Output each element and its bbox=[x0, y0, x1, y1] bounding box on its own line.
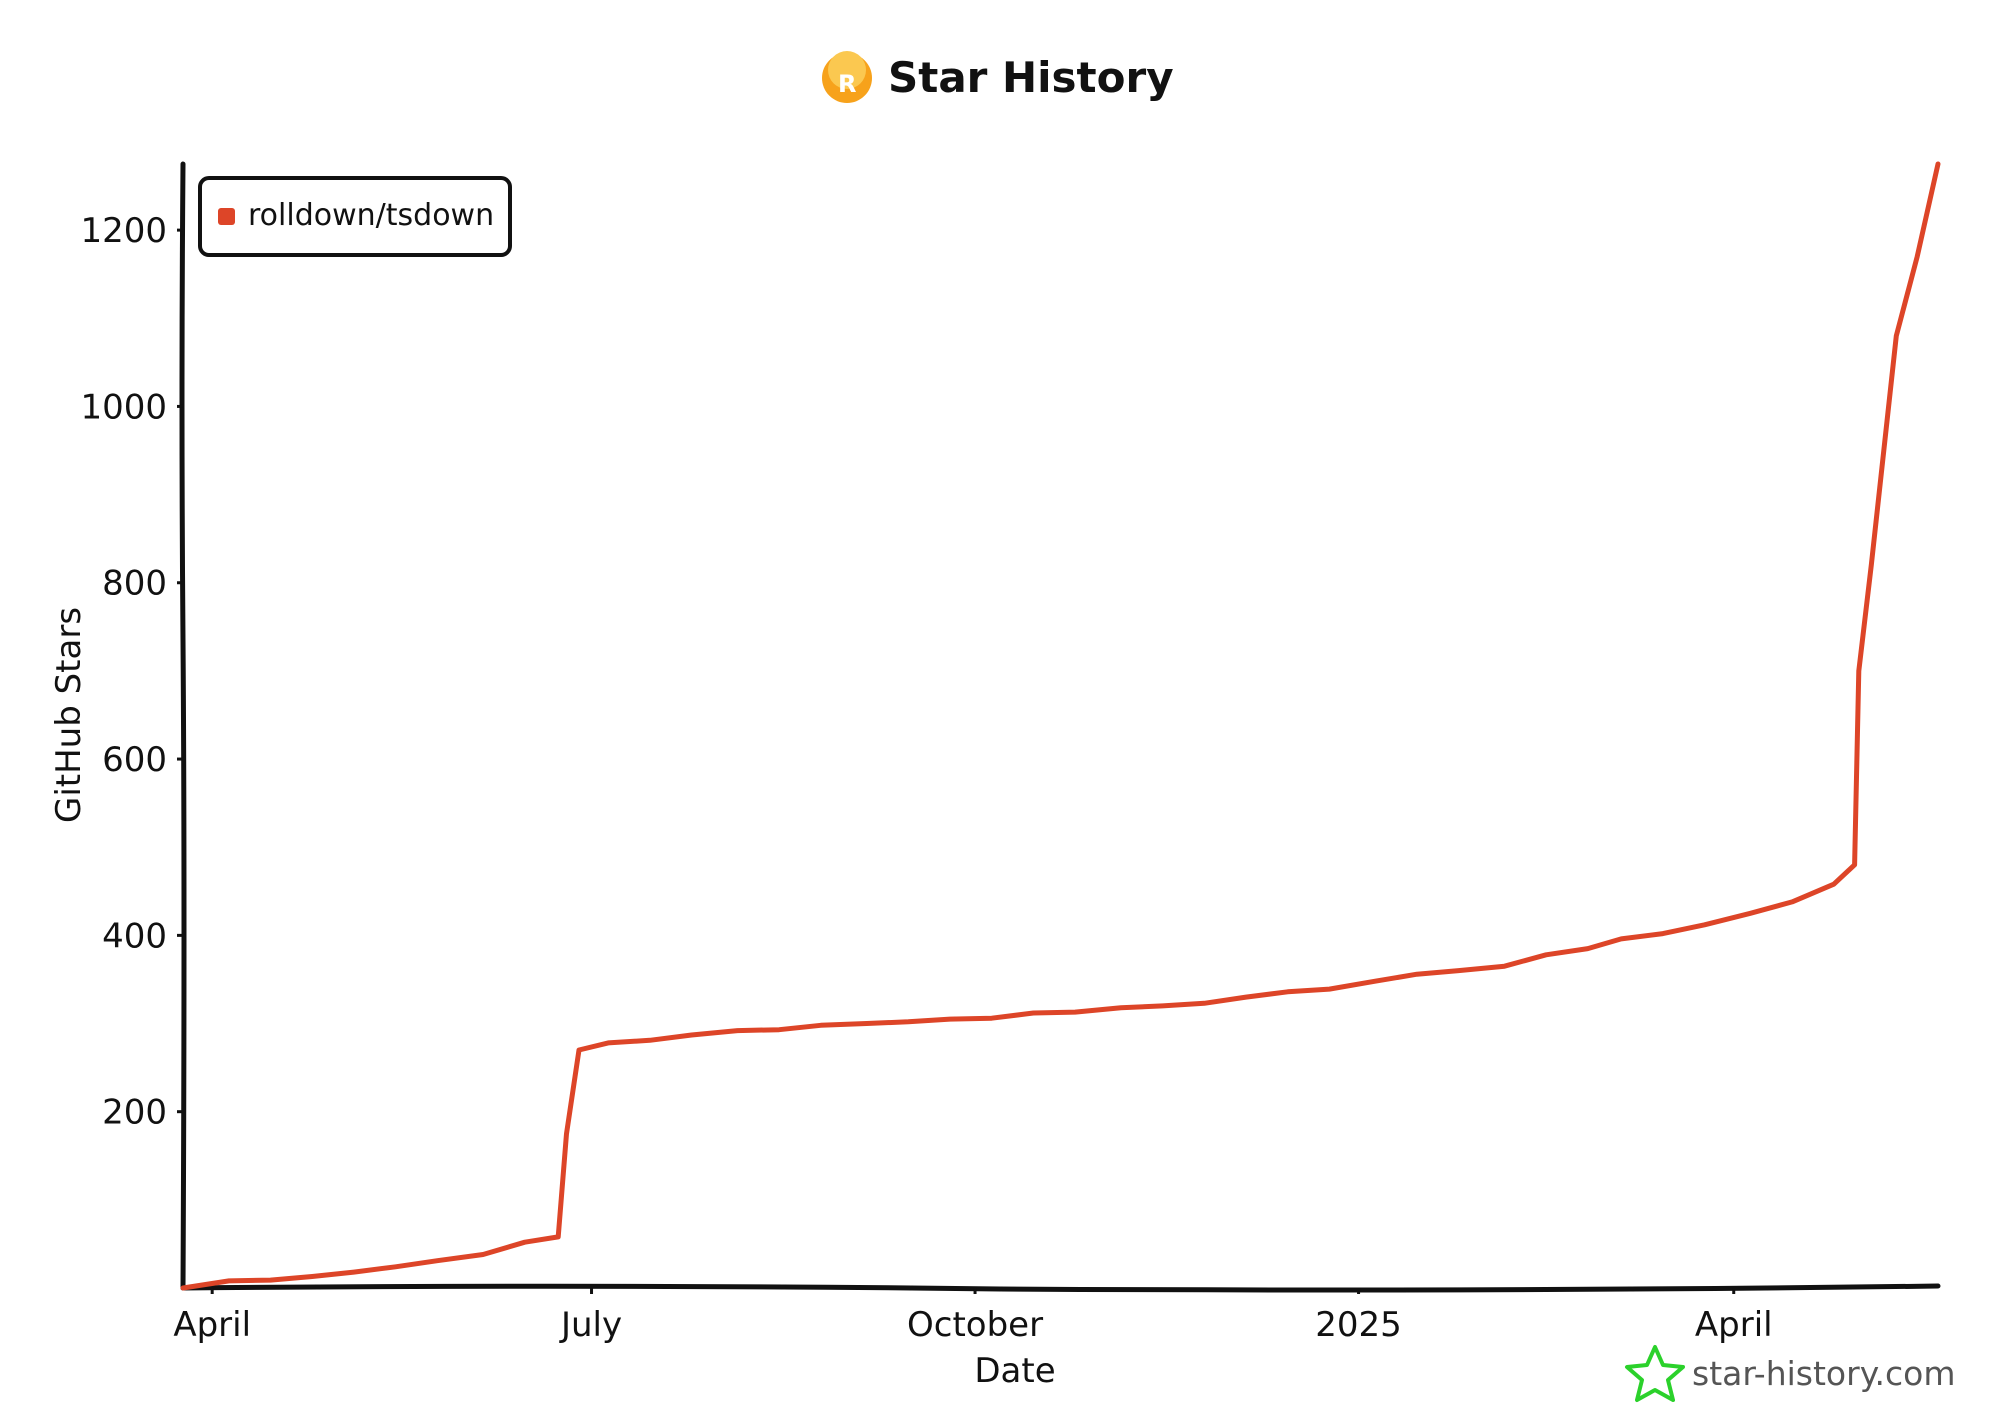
series-layer bbox=[180, 161, 1941, 1291]
y-axis-title: GitHub Stars bbox=[49, 607, 89, 823]
y-tick-label: 600 bbox=[102, 740, 167, 780]
x-axis-ticks: April July October 2025 April bbox=[173, 1288, 1773, 1345]
x-tick-label: 2025 bbox=[1315, 1305, 1402, 1345]
x-tick-label: July bbox=[559, 1305, 622, 1345]
y-axis-line bbox=[179, 161, 187, 1291]
logo-glyph: R bbox=[838, 70, 856, 98]
x-axis-line bbox=[180, 1283, 1941, 1293]
x-tick-label: October bbox=[907, 1305, 1043, 1345]
x-tick-label: April bbox=[173, 1305, 251, 1345]
legend-box bbox=[198, 176, 512, 257]
y-tick-label: 400 bbox=[102, 916, 167, 956]
watermark-text: star-history.com bbox=[1692, 1354, 1955, 1393]
legend-label: rolldown/tsdown bbox=[248, 198, 494, 233]
series-line-0 bbox=[180, 161, 1941, 1291]
chart-title-group: R Star History bbox=[822, 51, 1174, 103]
x-axis-title: Date bbox=[974, 1351, 1055, 1391]
y-tick-label: 1200 bbox=[80, 211, 167, 251]
y-axis-ticks: 200 400 600 800 1000 1200 bbox=[80, 211, 183, 1133]
axes bbox=[179, 161, 1941, 1293]
chart-title: Star History bbox=[888, 53, 1174, 102]
star-outline-icon bbox=[1625, 1345, 1685, 1402]
watermark: star-history.com bbox=[1625, 1345, 1955, 1402]
y-tick-label: 1000 bbox=[80, 387, 167, 427]
y-tick-label: 200 bbox=[102, 1093, 167, 1133]
legend: rolldown/tsdown bbox=[198, 176, 512, 257]
rolldown-logo-icon: R bbox=[822, 51, 872, 103]
y-tick-label: 800 bbox=[102, 564, 167, 604]
legend-swatch bbox=[218, 208, 235, 225]
x-tick-label: April bbox=[1695, 1305, 1773, 1345]
